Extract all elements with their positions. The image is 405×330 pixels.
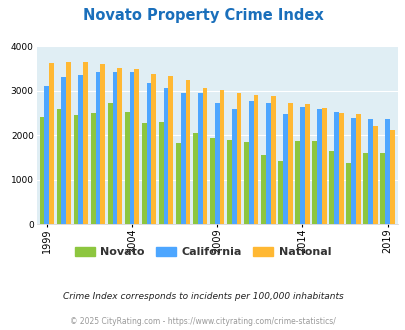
Bar xyxy=(299,107,304,224)
Bar xyxy=(260,155,265,224)
Bar xyxy=(90,113,95,224)
Bar xyxy=(49,63,54,224)
Bar xyxy=(265,103,270,224)
Bar xyxy=(214,103,219,224)
Bar xyxy=(379,153,384,224)
Bar xyxy=(277,161,282,224)
Bar xyxy=(117,68,122,224)
Text: © 2025 CityRating.com - https://www.cityrating.com/crime-statistics/: © 2025 CityRating.com - https://www.city… xyxy=(70,317,335,326)
Bar xyxy=(175,143,180,224)
Bar xyxy=(270,96,275,224)
Bar xyxy=(192,133,197,224)
Bar xyxy=(57,110,61,224)
Bar xyxy=(294,141,299,224)
Bar xyxy=(219,90,224,224)
Bar xyxy=(151,74,156,224)
Bar xyxy=(328,151,333,224)
Bar xyxy=(384,119,389,224)
Bar xyxy=(61,77,66,224)
Bar xyxy=(362,153,367,224)
Bar xyxy=(66,62,71,224)
Bar xyxy=(202,88,207,224)
Bar xyxy=(304,104,309,224)
Bar xyxy=(78,75,83,224)
Bar xyxy=(389,130,394,224)
Text: Novato Property Crime Index: Novato Property Crime Index xyxy=(83,8,322,23)
Bar xyxy=(197,93,202,224)
Bar xyxy=(236,92,241,224)
Bar xyxy=(185,80,190,224)
Bar xyxy=(243,143,248,224)
Bar xyxy=(100,64,105,224)
Bar xyxy=(163,88,168,224)
Bar xyxy=(158,122,163,224)
Bar xyxy=(311,141,316,224)
Bar xyxy=(146,83,151,224)
Bar xyxy=(95,72,100,224)
Text: Crime Index corresponds to incidents per 100,000 inhabitants: Crime Index corresponds to incidents per… xyxy=(62,292,343,301)
Bar xyxy=(248,101,253,224)
Bar xyxy=(74,115,78,224)
Bar xyxy=(83,62,88,224)
Bar xyxy=(168,76,173,224)
Bar xyxy=(124,112,129,224)
Bar xyxy=(321,108,326,224)
Bar xyxy=(107,103,112,224)
Bar xyxy=(129,72,134,224)
Bar xyxy=(40,116,44,224)
Bar xyxy=(282,114,287,224)
Bar xyxy=(134,69,139,224)
Bar xyxy=(316,110,321,224)
Bar xyxy=(338,113,343,224)
Bar xyxy=(231,109,236,224)
Bar xyxy=(180,92,185,224)
Bar xyxy=(372,126,377,224)
Bar xyxy=(287,103,292,224)
Legend: Novato, California, National: Novato, California, National xyxy=(70,243,335,262)
Bar xyxy=(355,115,360,224)
Bar xyxy=(350,118,355,224)
Bar xyxy=(345,163,350,224)
Bar xyxy=(44,86,49,224)
Bar xyxy=(253,95,258,224)
Bar xyxy=(209,138,214,224)
Bar xyxy=(226,140,231,224)
Bar xyxy=(112,72,117,224)
Bar xyxy=(367,119,372,224)
Bar xyxy=(141,123,146,224)
Bar xyxy=(333,112,338,224)
